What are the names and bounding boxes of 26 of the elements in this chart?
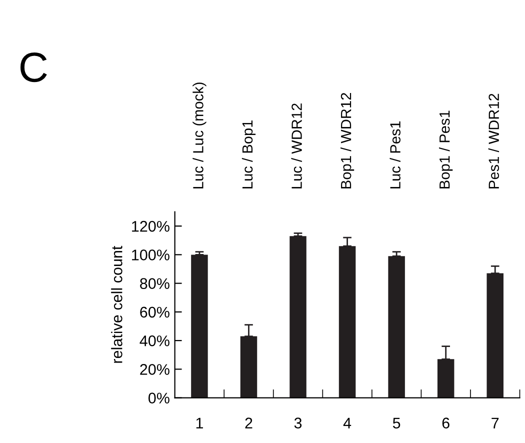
text: Luc / WDR12: [291, 104, 302, 188]
x-tick-label: 5: [392, 418, 400, 428]
text: Pes1 / WDR12: [488, 94, 500, 188]
y-tick-label: 20%: [140, 364, 170, 375]
y-tick-label: 40%: [140, 335, 170, 346]
y-tick-label: 100%: [132, 250, 170, 260]
x-tick-label: 7: [492, 418, 499, 428]
text: C: [20, 52, 47, 82]
x-tick-label: 2: [245, 418, 252, 428]
x-tick-label: 1: [196, 418, 203, 428]
y-tick-label: 0%: [148, 392, 170, 404]
x-tick-label: 3: [294, 418, 302, 428]
x-tick-label: 4: [343, 418, 352, 428]
bar: [388, 256, 405, 398]
y-axis-title: relative cell count: [111, 246, 122, 363]
y-tick-label: 120%: [132, 220, 170, 232]
text: Bop1 / WDR12: [340, 93, 354, 188]
text: Luc / Pes1: [390, 121, 400, 188]
x-tick-label: 6: [442, 418, 450, 428]
bar: [290, 236, 306, 398]
text: Luc / Bop1: [242, 120, 256, 188]
text: Luc / Luc (mock): [192, 82, 206, 188]
y-tick-label: 80%: [140, 278, 170, 289]
text: Bop1 / Pes1: [439, 110, 453, 188]
bar: [191, 254, 208, 398]
y-tick-label: 60%: [140, 306, 170, 318]
